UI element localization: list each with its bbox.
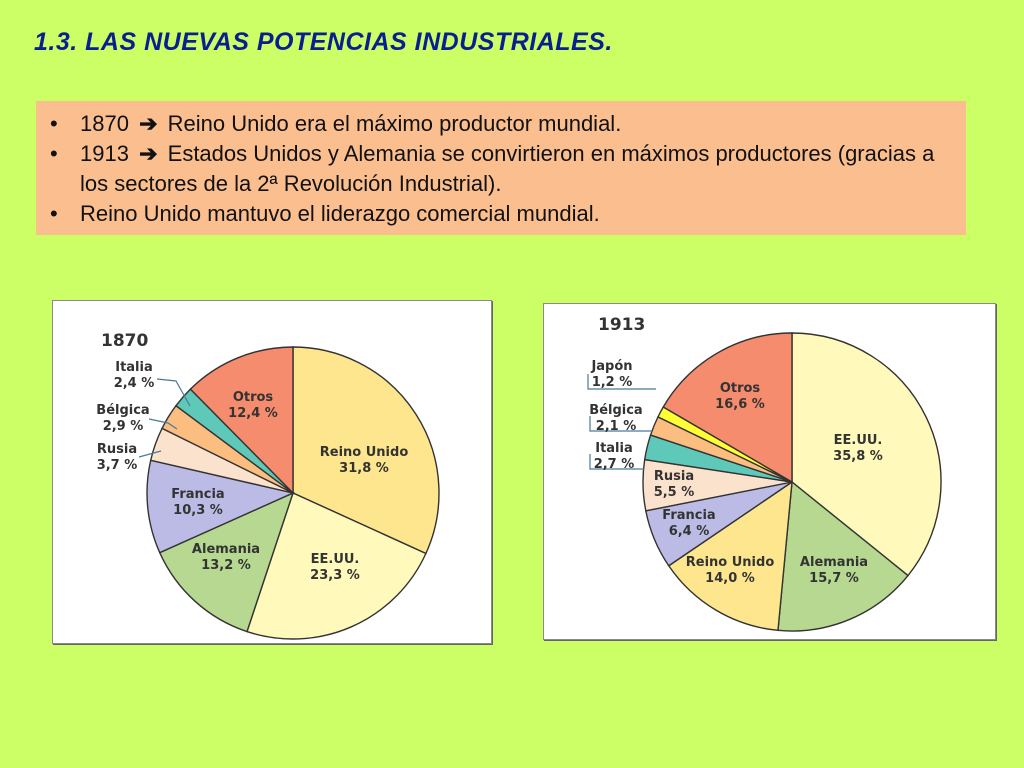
slice-value-ee-uu: 23,3 % — [310, 568, 360, 583]
slice-name-francia: Francia — [171, 487, 224, 502]
pie-chart-1913: 1913 EE.UU. 35,8 % Alemania 15,7 % Reino Unid… — [543, 303, 996, 640]
slice-value-belgica: 2,1 % — [596, 419, 637, 434]
bullet-text: Reino Unido era el máximo productor mund… — [167, 111, 622, 136]
slice-value-belgica: 2,9 % — [103, 419, 144, 434]
leader-line-italia — [156, 378, 191, 407]
slice-alemania — [777, 480, 909, 632]
slice-name-alemania: Alemania — [800, 555, 868, 570]
leader-line-japon — [587, 374, 656, 390]
slice-name-alemania: Alemania — [192, 542, 260, 557]
bullet-icon: • — [50, 141, 58, 166]
slice-otros — [662, 332, 793, 484]
slice-reino-unido — [292, 346, 440, 555]
slice-francia — [146, 459, 296, 554]
bullet-icon: • — [50, 201, 58, 226]
slice-value-alemania: 13,2 % — [201, 558, 251, 573]
slice-value-reino-unido: 31,8 % — [339, 461, 389, 476]
leader-line-italia — [589, 454, 644, 470]
pie-chart-1870: 1870 Reino Unido 31,8 % EE.UU. 23,3 % Alemani… — [52, 300, 492, 644]
bullet-icon: • — [50, 111, 58, 136]
leader-line-belgica — [148, 418, 178, 430]
slice-reino-unido — [667, 480, 793, 632]
slice-value-italia: 2,7 % — [594, 457, 635, 472]
bullet-list: • 1870 ➔ Reino Unido era el máximo produ… — [50, 109, 956, 229]
slice-value-rusia: 3,7 % — [97, 458, 138, 473]
slice-value-italia: 2,4 % — [114, 376, 155, 391]
slices-1870 — [146, 346, 440, 640]
slice-alemania — [158, 491, 295, 633]
slice-value-japon: 1,2 % — [592, 375, 633, 390]
slice-ee-uu — [246, 492, 427, 640]
leader-line-belgica — [589, 416, 652, 432]
chart-title-1913: 1913 — [598, 315, 645, 335]
slices-1913 — [642, 332, 942, 632]
arrow-right-icon: ➔ — [139, 141, 158, 166]
slice-name-otros: Otros — [233, 390, 274, 405]
slice-name-japon: Japón — [590, 359, 632, 374]
slice-value-rusia: 5,5 % — [654, 485, 695, 500]
arrow-right-icon: ➔ — [139, 111, 158, 136]
slice-ee-uu — [791, 332, 942, 577]
bullet-item-1913: • 1913 ➔ Estados Unidos y Alemania se co… — [50, 139, 956, 199]
leaders-1913 — [587, 374, 656, 470]
info-box: • 1870 ➔ Reino Unido era el máximo produ… — [36, 101, 966, 235]
leader-line-rusia — [138, 450, 162, 458]
slice-otros — [189, 346, 294, 495]
slice-value-alemania: 15,7 % — [809, 571, 859, 586]
bullet-lead: 1870 — [80, 111, 129, 136]
slice-name-otros: Otros — [720, 381, 761, 396]
slice-name-italia: Italia — [595, 441, 633, 456]
slice-value-francia: 10,3 % — [173, 503, 223, 518]
bullet-text: Reino Unido mantuvo el liderazgo comerci… — [80, 201, 600, 226]
slide-title: 1.3. LAS NUEVAS POTENCIAS INDUSTRIALES. — [34, 28, 613, 56]
slice-value-otros: 16,6 % — [715, 397, 765, 412]
bullet-lead: 1913 — [80, 141, 129, 166]
slice-value-ee-uu: 35,8 % — [833, 449, 883, 464]
slice-name-rusia: Rusia — [654, 469, 694, 484]
slice-name-ee-uu: EE.UU. — [311, 552, 360, 567]
slice-name-belgica: Bélgica — [96, 403, 149, 418]
bullet-text: Estados Unidos y Alemania se convirtiero… — [80, 141, 935, 196]
slice-value-otros: 12,4 % — [228, 406, 278, 421]
slice-name-reino-unido: Reino Unido — [320, 445, 409, 460]
bullet-item-1870: • 1870 ➔ Reino Unido era el máximo produ… — [50, 109, 956, 139]
slice-name-belgica: Bélgica — [589, 403, 642, 418]
leaders-1870 — [138, 378, 191, 458]
slice-name-reino-unido: Reino Unido — [686, 555, 775, 570]
slice-name-francia: Francia — [662, 508, 715, 523]
slice-name-ee-uu: EE.UU. — [834, 433, 883, 448]
bullet-item-commerce: • Reino Unido mantuvo el liderazgo comer… — [50, 199, 956, 229]
slice-value-francia: 6,4 % — [669, 524, 710, 539]
chart-title-1870: 1870 — [101, 331, 148, 351]
slice-value-reino-unido: 14,0 % — [705, 571, 755, 586]
slice-name-italia: Italia — [115, 360, 153, 375]
slice-name-rusia: Rusia — [97, 442, 137, 457]
